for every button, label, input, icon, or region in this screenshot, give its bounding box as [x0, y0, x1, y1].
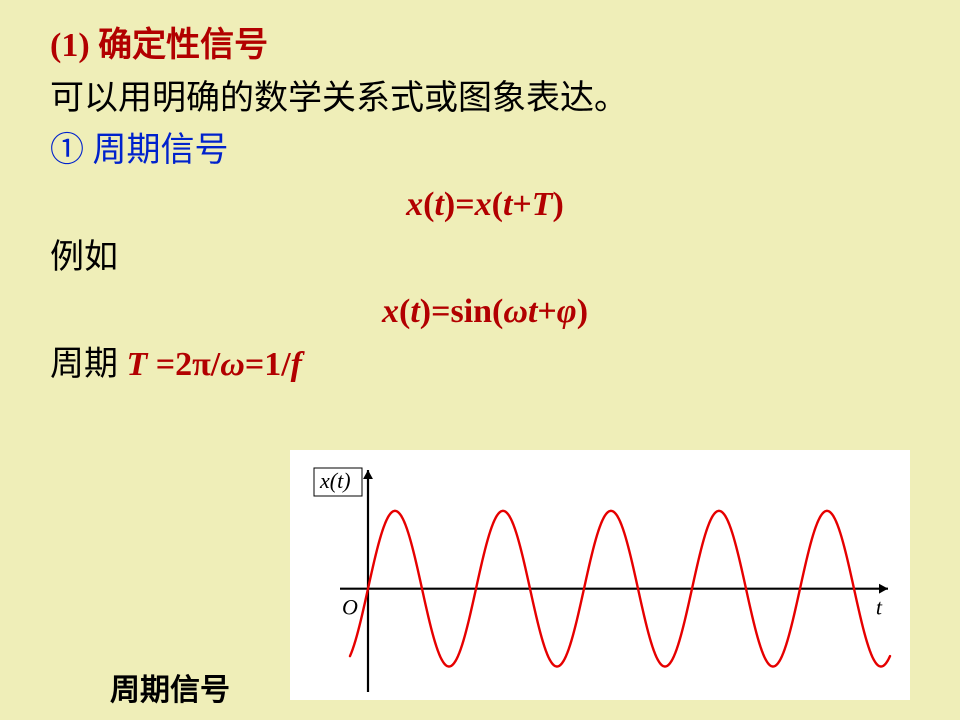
caption: 周期信号	[110, 665, 230, 709]
subheading: ① 周期信号	[50, 125, 920, 178]
period-line: 周期 T =2π/ω=1/f	[50, 339, 920, 392]
period-label: 周期	[50, 346, 118, 383]
sine-chart: x(t) Ot	[290, 450, 910, 700]
definition: 可以用明确的数学关系式或图象表达。	[50, 73, 920, 126]
example-label: 例如	[50, 232, 920, 285]
svg-text:O: O	[342, 595, 358, 620]
svg-text:x(t): x(t)	[319, 468, 351, 493]
svg-text:t: t	[876, 595, 883, 620]
heading: (1) 确定性信号	[50, 20, 920, 73]
equation-2: x(t)=sin(ωt+φ)	[50, 293, 920, 331]
equation-1: x(t)=x(t+T)	[50, 186, 920, 224]
period-formula: T =2π/ω=1/f	[127, 346, 302, 383]
slide: (1) 确定性信号 可以用明确的数学关系式或图象表达。 ① 周期信号 x(t)=…	[0, 0, 960, 720]
sine-chart-svg: x(t) Ot	[290, 450, 910, 700]
